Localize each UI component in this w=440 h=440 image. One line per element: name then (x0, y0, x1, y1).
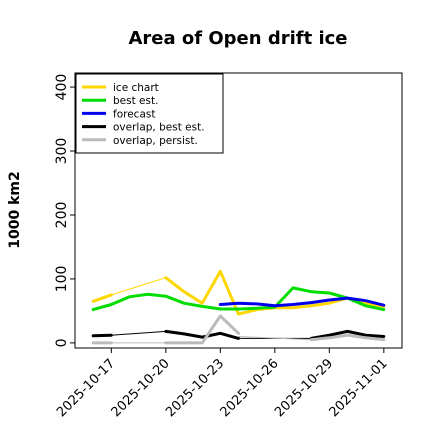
plot-frame (74, 72, 403, 349)
series-line (164, 314, 240, 345)
y-tick-label: 100 (54, 266, 70, 293)
series-line (110, 330, 167, 336)
x-ticks: 2025-10-172025-10-202025-10-232025-10-26… (54, 348, 391, 420)
series-line (91, 333, 113, 338)
series-line (110, 277, 167, 296)
x-tick-label: 2025-11-01 (327, 356, 391, 420)
chart-title: Area of Open drift ice (128, 28, 347, 49)
series-line (91, 286, 386, 312)
legend-label: best est. (113, 95, 158, 107)
y-axis-label: 1000 km2 (7, 171, 23, 248)
series-line (309, 329, 386, 340)
legend-label: overlap, best est. (113, 122, 205, 134)
legend-label: forecast (113, 108, 155, 120)
y-tick-label: 400 (54, 74, 70, 101)
y-tick-label: 300 (54, 138, 70, 165)
series-line (91, 293, 113, 303)
series-lines (91, 269, 386, 345)
y-tick-label: 0 (54, 338, 70, 347)
y-tick-label: 200 (54, 202, 70, 229)
series-line (218, 296, 386, 308)
legend-label: overlap, persist. (113, 135, 198, 147)
series-line (309, 333, 386, 342)
y-ticks: 0 100 200 300 400 (54, 74, 75, 347)
legend-label: ice chart (113, 82, 159, 94)
series-line (164, 329, 240, 340)
series-line (238, 336, 312, 341)
